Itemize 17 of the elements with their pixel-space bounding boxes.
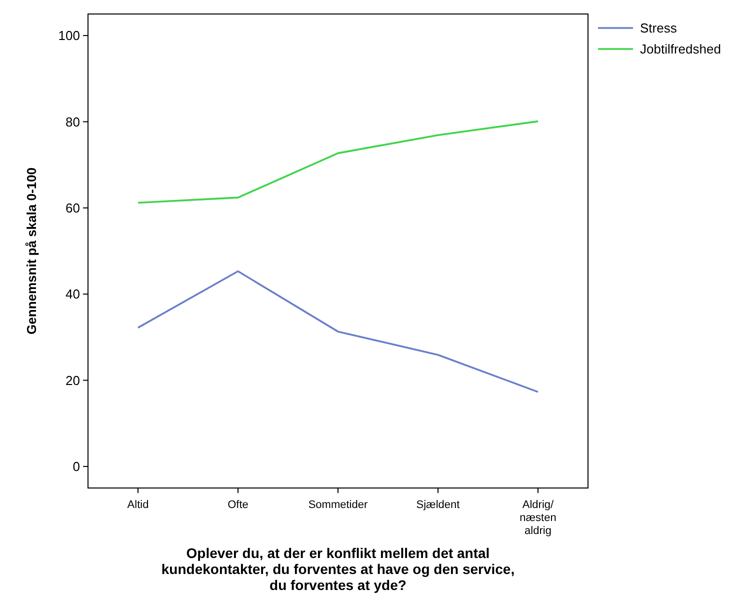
x-tick-label: Aldrig/ næsten aldrig (520, 499, 556, 537)
y-tick-label: 80 (66, 114, 80, 130)
y-tick-label: 40 (66, 286, 80, 302)
y-tick-label: 60 (66, 200, 80, 216)
y-axis-title: Gennemsnit på skala 0-100 (24, 168, 39, 334)
x-tick-label: Sommetider (308, 499, 368, 511)
x-axis-title: Oplever du, at der er konflikt mellem det antal kundekontakter, du forventes at have og den service, du forventes at yde? (161, 545, 515, 593)
y-tick-label: 100 (58, 28, 80, 44)
x-tick-label: Sjældent (416, 499, 460, 511)
legend-label: Stress (640, 20, 678, 36)
x-tick-label: Ofte (228, 499, 248, 511)
x-tick-label: Altid (127, 499, 149, 511)
line-series (137, 270, 539, 393)
line-series (137, 120, 539, 204)
y-tick-label: 0 (72, 459, 80, 474)
legend-label: Jobtilfredshed (640, 42, 721, 57)
y-tick-label: 20 (66, 372, 80, 388)
